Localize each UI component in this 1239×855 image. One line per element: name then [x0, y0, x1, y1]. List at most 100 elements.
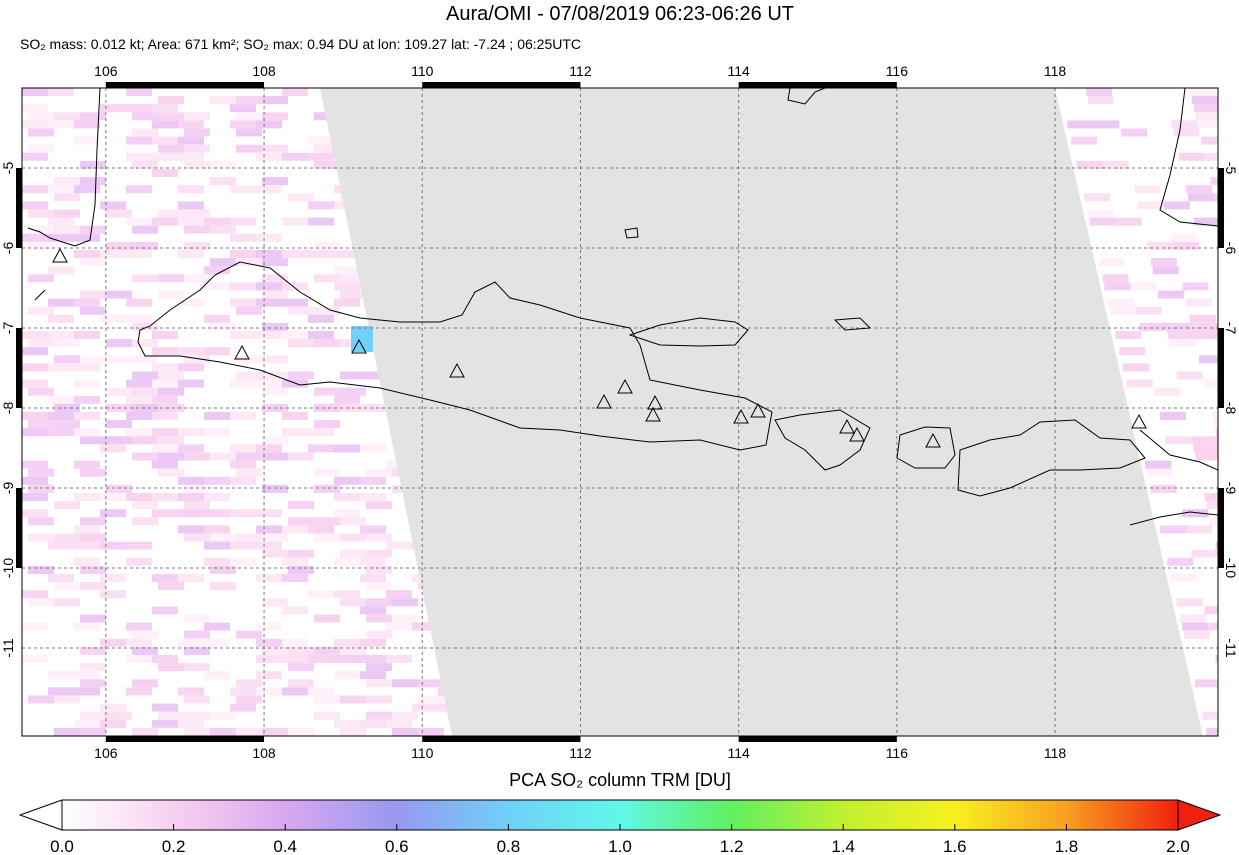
so2-pixel — [178, 428, 204, 437]
so2-pixel — [262, 484, 288, 493]
so2-pixel — [126, 298, 152, 307]
so2-pixel — [158, 371, 184, 380]
so2-pixel — [152, 655, 178, 663]
title: Aura/OMI - 07/08/2019 06:23-06:26 UT — [446, 3, 794, 25]
so2-pixel — [262, 452, 288, 461]
so2-pixel — [210, 533, 236, 542]
so2-pixel — [1213, 420, 1218, 429]
so2-pixel — [178, 136, 204, 145]
so2-pixel — [22, 379, 48, 388]
y-tick-label-left: -7 — [0, 322, 16, 335]
y-tick-label-left: -8 — [0, 402, 16, 415]
so2-pixel — [360, 606, 386, 615]
so2-pixel — [1134, 185, 1161, 194]
so2-pixel — [80, 306, 106, 315]
so2-pixel — [126, 493, 152, 501]
colorbar-arrow-low — [18, 799, 63, 831]
volcano — [849, 426, 865, 442]
so2-pixel — [1087, 96, 1114, 105]
so2-pixel — [1104, 282, 1131, 291]
so2-pixel — [28, 533, 54, 542]
so2-pixel — [80, 711, 106, 720]
so2-pixel — [366, 533, 392, 542]
so2-pixel — [28, 387, 54, 396]
so2-pixel — [22, 509, 48, 518]
so2-pixel — [262, 177, 288, 186]
so2-pixel — [80, 112, 106, 121]
so2-pixel — [204, 622, 230, 631]
so2-pixel — [282, 428, 308, 437]
so2-pixel — [334, 719, 360, 728]
so2-pixel — [334, 509, 360, 518]
so2-pixel — [184, 727, 210, 736]
so2-pixel — [132, 225, 158, 234]
x-tick-label-bottom: 106 — [94, 745, 118, 761]
so2-pixel — [366, 614, 392, 623]
so2-pixel — [126, 104, 152, 113]
coast-sumatra-tip — [34, 289, 46, 301]
so2-pixel — [100, 493, 126, 501]
coast-flores — [1139, 429, 1218, 471]
so2-pixel — [48, 671, 74, 680]
so2-pixel — [132, 160, 158, 169]
so2-pixel — [204, 493, 230, 501]
volcano — [733, 408, 749, 424]
so2-pixel — [28, 420, 54, 429]
so2-pixel — [54, 209, 80, 218]
so2-pixel — [230, 298, 256, 307]
x-tick-label-top: 118 — [1044, 63, 1067, 79]
so2-pixel — [126, 395, 152, 404]
so2-pixel — [184, 646, 210, 655]
so2-pixel — [386, 541, 412, 550]
so2-pixel — [152, 331, 178, 339]
so2-pixel — [1167, 557, 1194, 566]
so2-pixel — [152, 493, 178, 501]
so2-pixel — [360, 476, 386, 485]
so2-pixel — [1146, 468, 1173, 477]
so2-pixel — [1182, 282, 1209, 291]
so2-pixel — [340, 598, 366, 607]
so2-pixel — [262, 549, 288, 558]
so2-pixel — [230, 444, 256, 453]
so2-pixel — [366, 711, 392, 720]
so2-pixel — [1165, 322, 1192, 331]
so2-pixel — [1071, 136, 1098, 145]
so2-pixel — [204, 347, 230, 356]
so2-pixel — [1115, 331, 1142, 339]
colorbar-tick-label: 0.8 — [497, 837, 521, 855]
so2-pixel — [1214, 193, 1218, 202]
so2-pixel — [74, 250, 100, 258]
so2-pixel — [262, 322, 288, 331]
so2-pixel — [1215, 428, 1218, 437]
so2-pixel — [126, 638, 152, 647]
so2-pixel — [236, 695, 262, 704]
so2-pixel — [178, 250, 204, 258]
so2-pixel — [178, 638, 204, 647]
so2-pixel — [1208, 622, 1218, 631]
so2-pixel — [74, 233, 100, 242]
so2-pixel — [1210, 177, 1218, 186]
so2-pixel — [314, 614, 340, 623]
so2-pixel — [256, 250, 282, 258]
so2-pixel — [22, 201, 48, 210]
colorbar: 0.0 0.2 0.4 0.6 0.8 1.0 1.2 1.4 1.6 1.8 2.0 — [18, 799, 1222, 855]
so2-pixel — [158, 387, 184, 396]
so2-pixel — [236, 112, 262, 121]
so2-pixel — [22, 152, 48, 161]
coast-borneo — [787, 88, 826, 105]
so2-pixel — [210, 452, 236, 461]
so2-pixel — [262, 144, 288, 153]
so2-pixel — [340, 646, 366, 655]
so2-pixel — [288, 727, 314, 736]
so2-pixel — [204, 314, 230, 323]
so2-pixel — [288, 663, 314, 672]
so2-pixel — [126, 217, 152, 226]
so2-pixel — [1121, 128, 1148, 137]
so2-pixel — [100, 201, 126, 210]
so2-pixel — [100, 719, 126, 728]
volcano — [351, 338, 367, 354]
so2-pixel — [256, 331, 282, 339]
so2-pixel — [210, 582, 236, 591]
grid — [22, 88, 1218, 736]
volcano — [647, 394, 663, 410]
